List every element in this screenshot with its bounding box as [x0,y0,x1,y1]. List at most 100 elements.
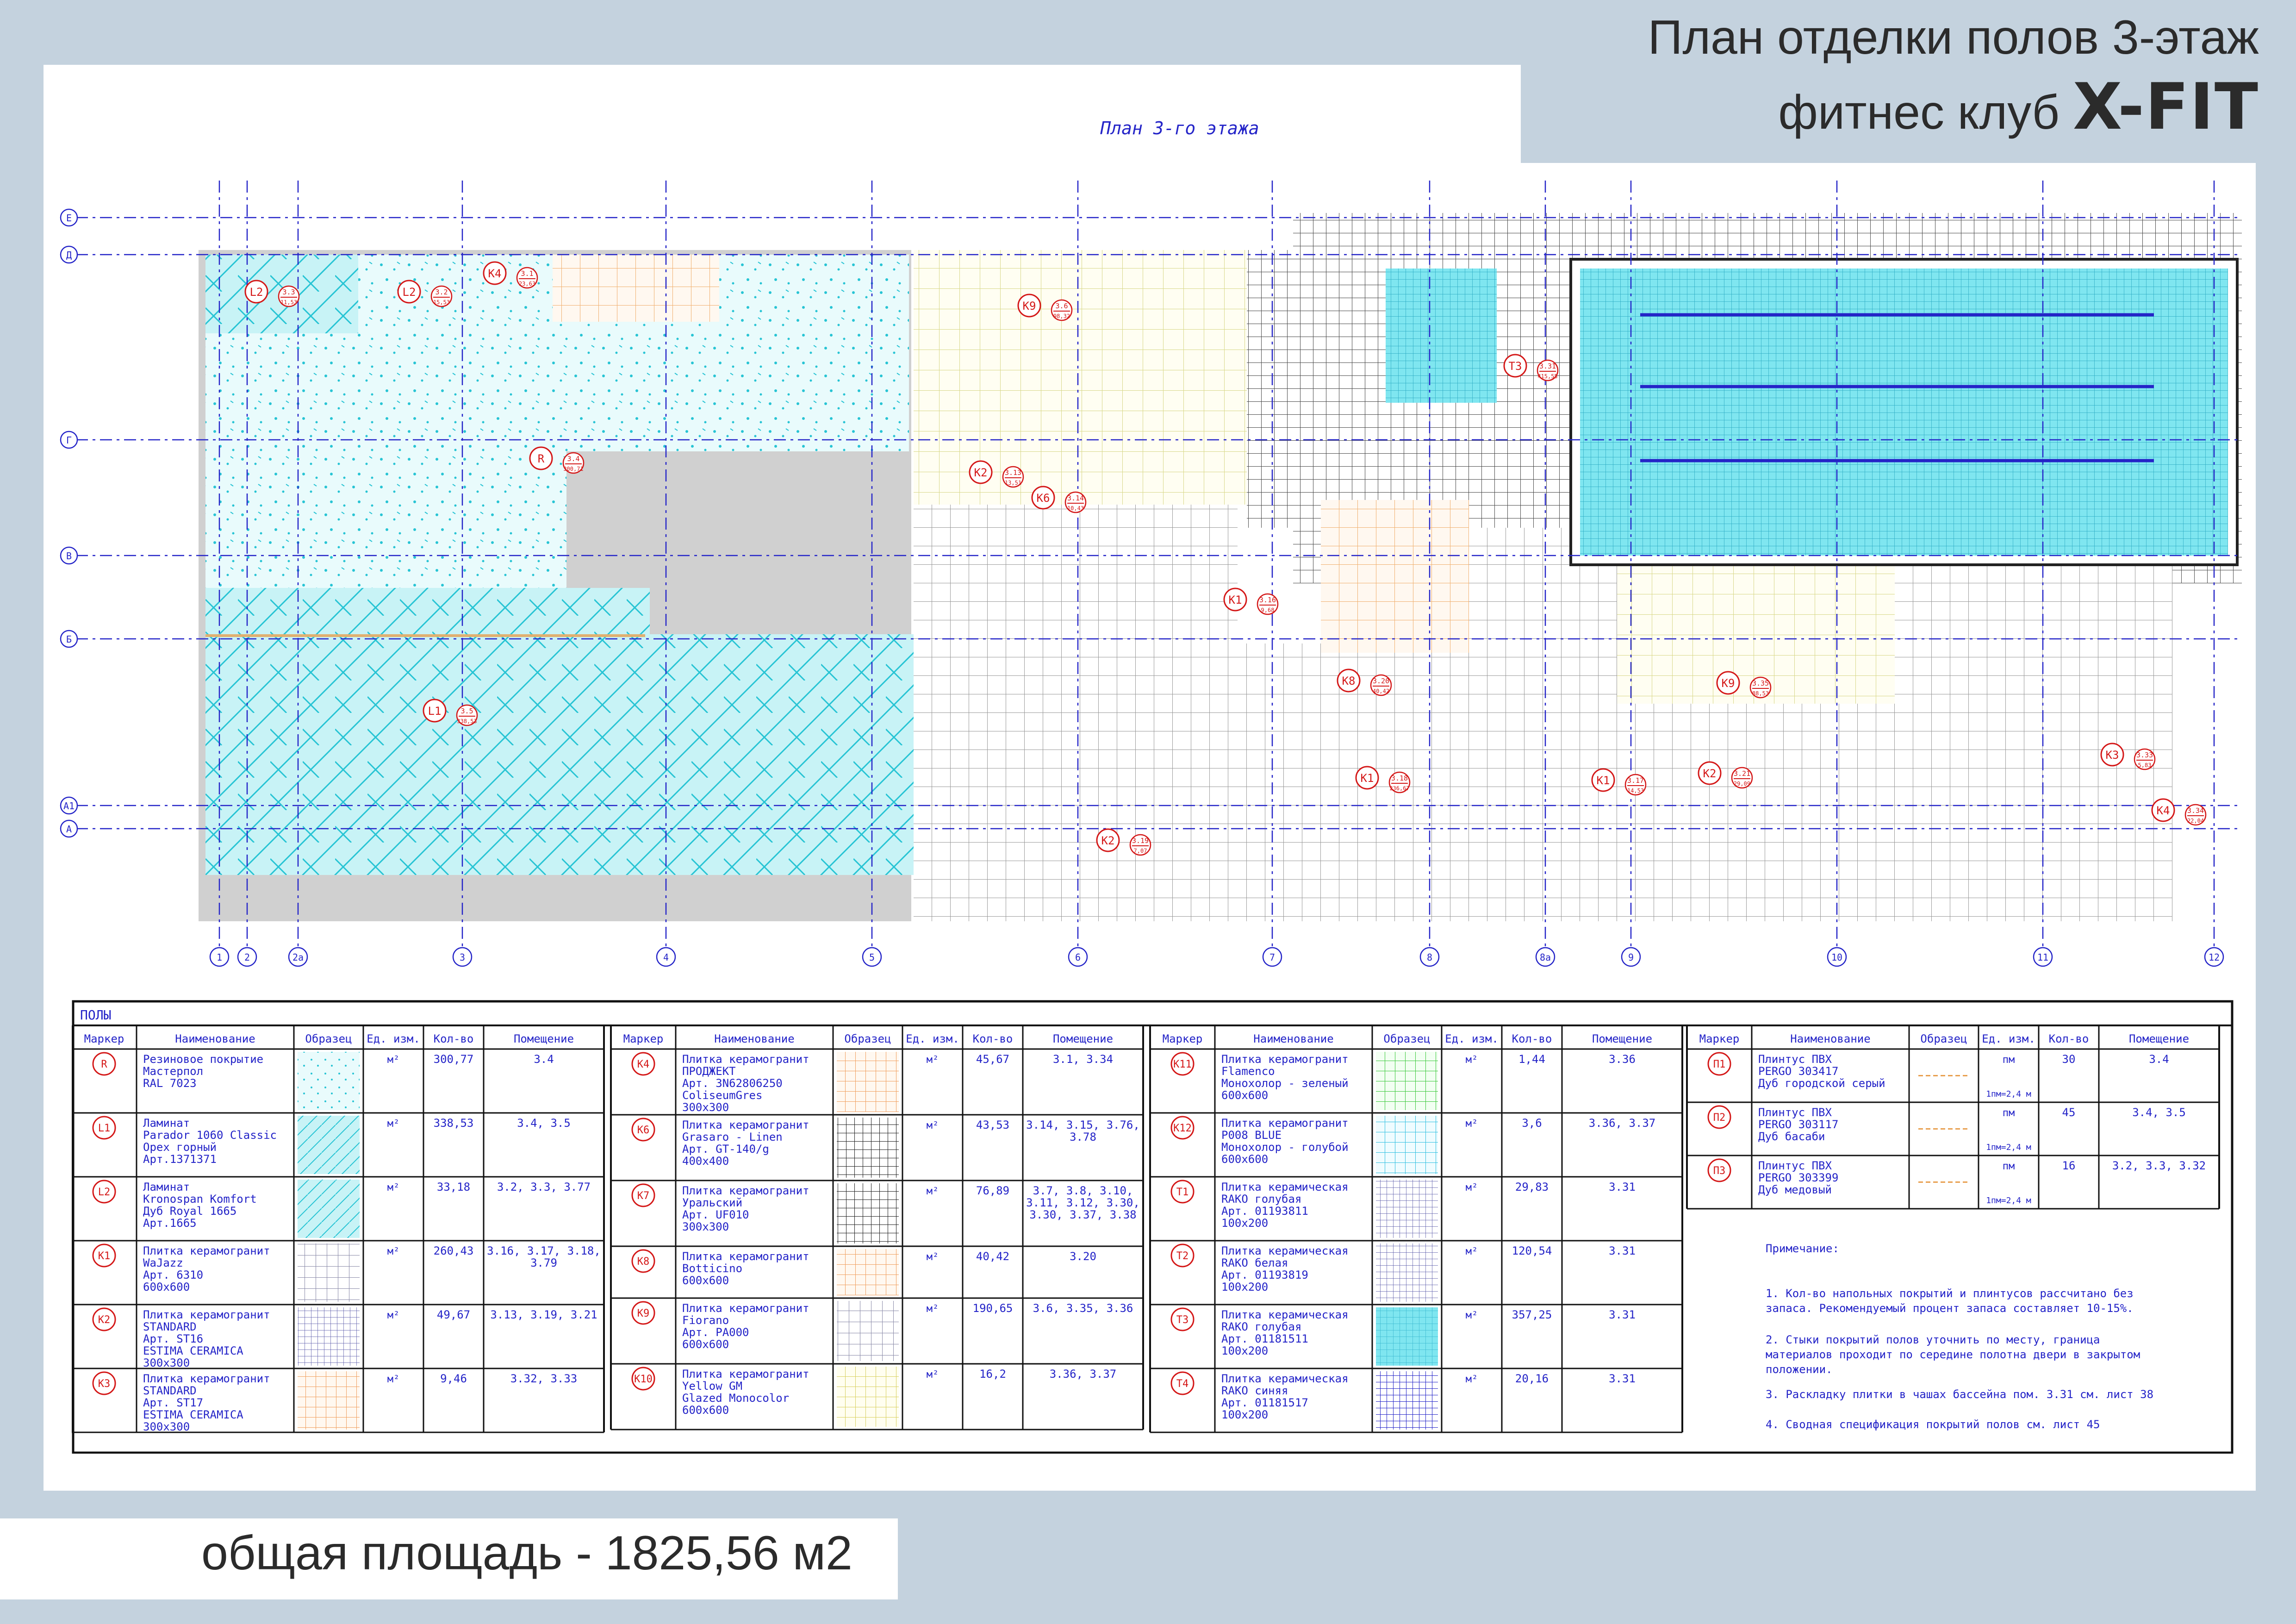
legend-qty: 33,18 [437,1181,470,1193]
legend-name-line: 300х300 [143,1420,190,1433]
room-marker[interactable]: L2 3.3 11,53 [244,280,300,307]
legend-name-line: ESTIMA CERAMICA [143,1408,243,1421]
legend-qty: 45 [2062,1106,2076,1119]
room-circle [1388,771,1411,793]
legend-unit: м² [927,1369,939,1380]
legend-name-line: Плинтус ПВХ [1758,1106,1832,1119]
legend-room: 3.30, 3.37, 3.38 [1029,1208,1136,1221]
room-marker[interactable]: K6 3.14 10,43 [1031,486,1087,513]
room-number: 3.31 [1539,362,1556,370]
legend-room: 3.7, 3.8, 3.10, [1033,1184,1133,1197]
room-area: 15,53 [433,299,450,306]
legend-header: Образец [844,1032,891,1045]
legend-name-line: Арт. 01181517 [1221,1396,1308,1409]
room-circle [516,267,538,289]
room-marker[interactable]: K4 3.34 22,04 [2151,798,2207,826]
legend-marker: K6 [637,1124,650,1136]
room-circle [1257,593,1279,615]
room-marker[interactable]: K2 3.19 7,07 [1096,828,1151,856]
legend-marker: П2 [1713,1112,1726,1124]
legend-marker-circle [1170,1052,1195,1076]
zone-k8-3-20 [1321,500,1469,653]
legend-marker-circle [1707,1052,1731,1076]
legend-qty: 190,65 [973,1302,1013,1315]
room-marker[interactable]: R 3.4 300,71 [529,446,585,474]
axis-label-row: А [66,824,72,835]
sheet-subtitle: фитнес клуб X-FIT [1778,69,2259,144]
room-marker[interactable]: K2 3.13 13,51 [969,460,1024,488]
legend-qty: 30 [2062,1053,2076,1066]
marker-circle [1591,768,1615,792]
legend-marker: T4 [1176,1378,1189,1390]
legend-name-line: STANDARD [143,1384,197,1397]
axis-bubble-col [1068,947,1088,967]
legend-name-line: 300х300 [682,1101,729,1114]
room-number: 3.18 [1391,774,1408,782]
legend-room: 3.16, 3.17, 3.18, [487,1244,601,1257]
room-circle [1731,767,1753,789]
legend-name-line: Арт. UF010 [682,1208,749,1221]
room-marker[interactable]: K4 3.1 23,63 [483,261,538,289]
room-number: 3.5 [460,707,473,715]
legend-name-line: Flamenco [1221,1065,1275,1078]
room-marker[interactable]: K1 3.16 9,68 [1223,587,1279,615]
marker-circle [244,280,268,304]
room-marker[interactable]: T3 3.31 415,55 [1503,354,1559,381]
legend-room: 3.14, 3.15, 3.76, [1026,1118,1140,1131]
room-marker[interactable]: K1 3.18 236,67 [1355,766,1411,793]
axis-bubble-col [862,947,882,967]
legend-name-line: ESTIMA CERAMICA [143,1344,243,1357]
axis-bubble-row [60,630,78,648]
room-marker[interactable]: K3 3.33 5,83 [2100,743,2156,770]
room-area: 236,67 [1389,785,1409,792]
room-area: 338,53 [457,718,477,725]
legend-name-line: Плитка керамогранит [682,1368,809,1380]
legend-name-line: RAKO голубая [1221,1193,1301,1206]
legend-note-line: положении. [1766,1363,1833,1376]
room-marker[interactable]: L2 3.2 15,53 [397,280,453,307]
room-marker[interactable]: K2 3.21 29,09 [1698,761,1753,789]
legend-swatch [1376,1180,1438,1238]
legend-note-line: 4. Сводная спецификация покрытий полов с… [1766,1418,2100,1431]
legend-swatch [837,1183,899,1243]
room-number: 3.35 [1752,679,1769,687]
marker-code: T3 [1509,360,1522,373]
skirting-line [205,634,645,637]
zone-laminate-3-4b [650,634,914,875]
legend-qty: 29,83 [1515,1181,1549,1193]
legend-name-line: Дуб басаби [1758,1130,1825,1143]
room-number: 3.13 [1005,468,1021,477]
marker-circle [1698,761,1722,785]
marker-code: K4 [488,267,502,280]
marker-circle [1337,668,1361,693]
marker-circle [1355,766,1379,790]
legend-unit-note: 1пм=2,4 м [1986,1196,2031,1206]
marker-circle [969,460,993,484]
room-area: 98,32 [1053,313,1070,319]
room-marker[interactable]: K1 3.17 14,53 [1591,768,1647,796]
legend-room: 3.36, 3.37 [1589,1117,1656,1130]
zone-laminate-3-5 [205,588,650,875]
room-marker[interactable]: K9 3.35 88,53 [1716,671,1772,699]
marker-code: K1 [1229,593,1242,606]
room-marker[interactable]: K9 3.6 98,32 [1017,294,1073,321]
legend-note-line: материалов проходит по середине полотна … [1766,1348,2140,1361]
legend-name-line: P008 BLUE [1221,1129,1282,1142]
room-marker[interactable]: L1 3.5 338,53 [423,699,478,726]
legend-header: Помещение [1053,1032,1113,1045]
legend-unit: м² [387,1182,400,1193]
legend-marker-circle [92,1371,116,1395]
legend-swatch [1376,1307,1438,1366]
legend-name-line: Плитка керамогранит [143,1308,270,1321]
legend-note-line: запаса. Рекомендуемый процент запаса сос… [1766,1302,2134,1315]
legend-name-line: ColiseumGres [682,1089,762,1102]
room-area: 40,42 [1373,688,1389,694]
room-marker[interactable]: K8 3.20 40,42 [1337,668,1392,696]
legend-swatch [298,1180,360,1238]
